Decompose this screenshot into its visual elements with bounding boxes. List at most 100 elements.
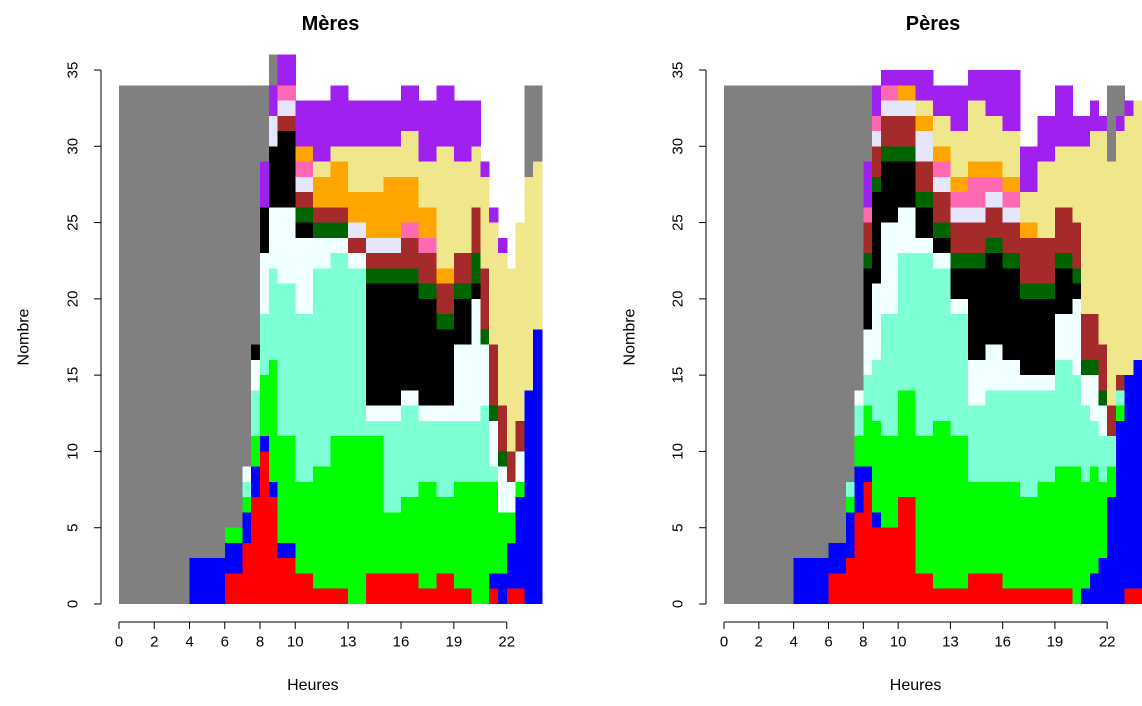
bar-segment-s13-t2	[154, 85, 173, 604]
bar-segment-s11-t16	[365, 146, 384, 193]
bar-segment-s7-t20	[436, 283, 455, 315]
bar-segment-s5-t14	[933, 237, 952, 254]
bar-segment-s12-t24	[1089, 100, 1100, 132]
bar-segment-s3-t21	[1054, 359, 1073, 467]
bar-segment-s1-t26	[506, 542, 517, 589]
bar-segment-s6-t11	[880, 146, 899, 162]
bar-segment-s1-t6	[224, 542, 243, 574]
bar-segment-s11-t26	[1107, 161, 1117, 406]
bar-segment-s2-t12	[295, 481, 314, 574]
bar-segment-s13-t3	[171, 85, 191, 604]
bar-segment-s1-t27	[1115, 420, 1126, 604]
bar-segment-s7-t16	[365, 253, 384, 269]
bar-segment-s4-t25	[1098, 405, 1108, 437]
y-tick-label-20: 20	[65, 291, 82, 308]
bar-segment-s5-t13	[915, 207, 934, 238]
bar-segment-s0-t29	[1133, 588, 1142, 604]
bar-segment-s2-t24	[1089, 466, 1100, 574]
bar-segment-s7-t12	[295, 192, 314, 208]
bar-segment-s12-t24	[489, 207, 499, 223]
bar-segment-s4-t14	[933, 253, 952, 269]
bar-segment-s9-t11	[277, 85, 296, 101]
bar-segment-s11-t14	[330, 146, 349, 162]
bar-segment-s10-t19	[1020, 222, 1039, 238]
bar-segment-s10-t20	[436, 268, 455, 284]
bar-segment-s11-t22	[1072, 146, 1082, 223]
bar-segment-s4-t16	[365, 405, 384, 421]
bar-segment-s3-t13	[915, 253, 934, 437]
bar-segment-s11-t20	[1037, 161, 1056, 238]
bar-segment-s13-t0	[119, 85, 138, 604]
x-tick-label-8: 8	[256, 634, 264, 651]
bar-segment-s5-t15	[950, 268, 969, 299]
x-tick-label-13: 13	[340, 634, 357, 651]
bar-segment-s4-t17	[383, 405, 402, 421]
bar-segment-s3-t10	[268, 268, 279, 360]
y-tick-label-15: 15	[670, 367, 687, 384]
bar-segment-s7-t19	[1020, 237, 1039, 284]
bar-segment-s8-t15	[348, 222, 367, 238]
bar-segment-s6-t9	[863, 253, 873, 269]
bar-segment-s0-t10	[872, 527, 882, 604]
bar-segment-s2-t21	[1054, 466, 1073, 589]
bar-segment-s2-t20	[436, 497, 455, 574]
y-tick-label-35: 35	[65, 62, 82, 79]
bar-segment-s12-t15	[950, 85, 969, 132]
bar-segment-s13-t8	[251, 85, 261, 345]
bar-segment-s4-t18	[1002, 359, 1021, 391]
bar-segment-s11-t25	[497, 253, 508, 406]
bar-segment-s4-t10	[268, 207, 279, 269]
bar-segment-s11-t15	[950, 131, 969, 177]
bar-segment-s12-t13	[312, 100, 332, 162]
bar-segment-s5-t16	[365, 283, 384, 406]
bar-segment-s10-t17	[985, 161, 1004, 177]
bar-segment-s11-t14	[933, 115, 952, 147]
bar-segment-s0-t16	[365, 573, 384, 604]
bar-segment-s2-t18	[1002, 481, 1021, 589]
bar-segment-s3-t14	[330, 253, 349, 437]
bar-segment-s11-t13	[312, 161, 332, 177]
bar-segment-s7-t11	[880, 115, 899, 147]
bar-segment-s3-t8	[854, 405, 864, 437]
bar-segment-s5-t22	[471, 283, 481, 299]
bar-segment-s5-t12	[898, 161, 917, 208]
bar-segment-s3-t23	[480, 405, 490, 482]
bar-segment-s12-t20	[1037, 115, 1056, 162]
bar-segment-s12-t16	[365, 100, 384, 147]
bar-segment-s4-t23	[480, 344, 490, 406]
bar-segment-s3-t9	[863, 375, 873, 406]
bar-segment-s10-t19	[418, 207, 437, 238]
bar-segment-s1-t28	[1124, 375, 1134, 589]
bar-segment-s4-t15	[950, 298, 969, 315]
bar-segment-s7-t23	[1081, 314, 1091, 360]
bar-segment-s2-t13	[915, 436, 934, 574]
bar-segment-s2-t17	[985, 481, 1004, 574]
bar-segment-s11-t29	[533, 161, 543, 330]
bar-segment-s11-t19	[1020, 192, 1039, 223]
bar-segment-s7-t15	[950, 222, 969, 254]
bar-segment-s6-t16	[967, 253, 986, 269]
bar-segment-s7-t25	[497, 405, 508, 452]
bar-segment-s1-t27	[515, 497, 525, 589]
bar-segment-s3-t22	[471, 420, 481, 482]
bar-segment-s2-t22	[1072, 466, 1082, 604]
bar-segment-s12-t9	[260, 161, 270, 208]
bar-segment-s2-t24	[489, 481, 499, 574]
x-tick-label-16: 16	[393, 634, 410, 651]
bar-segment-s2-t11	[277, 436, 296, 543]
x-tick-label-22: 22	[1099, 634, 1116, 651]
bar-segment-s7-t22	[1072, 222, 1082, 269]
bar-segment-s3-t19	[418, 420, 437, 482]
bar-segment-s11-t19	[418, 161, 437, 208]
bar-segment-s5-t9	[260, 207, 270, 254]
x-tick-label-6: 6	[824, 634, 832, 651]
x-tick-label-13: 13	[942, 634, 959, 651]
bar-segment-s7-t14	[933, 192, 952, 223]
bar-segment-s4-t25	[497, 466, 508, 513]
bar-segment-s6-t12	[898, 146, 917, 162]
bar-segment-s4-t17	[985, 344, 1004, 391]
bar-segment-s1-t6	[828, 542, 847, 574]
bar-segment-s10-t12	[295, 146, 314, 162]
bar-segment-s13-t5	[811, 85, 830, 559]
bar-segment-s12-t14	[330, 85, 349, 147]
